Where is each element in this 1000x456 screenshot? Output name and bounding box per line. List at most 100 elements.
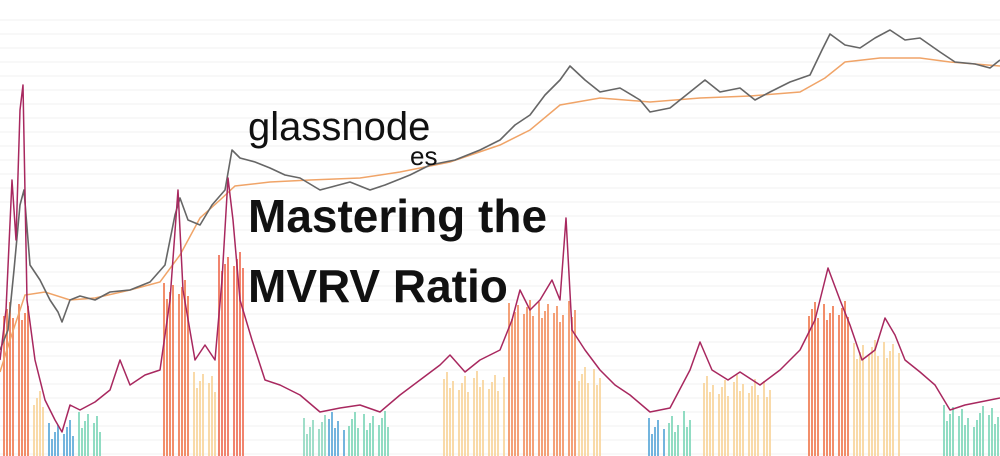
band-bar xyxy=(651,434,653,456)
band-bar xyxy=(599,378,601,456)
band-bar xyxy=(337,421,339,456)
band-bar xyxy=(387,427,389,456)
band-bar xyxy=(584,367,586,456)
band-bar xyxy=(334,428,336,456)
band-bar xyxy=(982,406,984,456)
band-bar xyxy=(578,381,580,456)
band-bar xyxy=(36,398,38,456)
band-bar xyxy=(718,394,720,456)
mvrv-line xyxy=(0,84,1000,433)
band-bar xyxy=(488,389,490,456)
band-bar xyxy=(482,380,484,456)
band-bar xyxy=(979,413,981,456)
band-bar xyxy=(706,376,708,456)
band-bar xyxy=(479,387,481,456)
title-line: Mastering the xyxy=(248,190,547,242)
band-bar xyxy=(99,432,101,456)
band-bar xyxy=(871,347,873,456)
band-bar xyxy=(721,387,723,456)
band-bar xyxy=(964,425,966,456)
band-bar xyxy=(178,294,180,456)
band-bar xyxy=(306,434,308,456)
band-bar xyxy=(48,423,50,456)
band-bar xyxy=(559,322,561,456)
band-bar xyxy=(63,434,65,456)
band-bar xyxy=(568,301,570,456)
band-bar xyxy=(467,392,469,456)
band-bar xyxy=(328,419,330,456)
band-bar xyxy=(683,411,685,456)
band-bar xyxy=(593,369,595,456)
band-bar xyxy=(751,386,753,456)
band-bar xyxy=(958,416,960,456)
band-bar xyxy=(727,396,729,456)
band-bar xyxy=(494,375,496,456)
realized-price-line xyxy=(0,57,1000,373)
band-bar xyxy=(381,418,383,456)
band-bar xyxy=(514,312,516,456)
band-bar xyxy=(309,427,311,456)
band-bar xyxy=(532,316,534,456)
logo-locale: es xyxy=(410,141,437,171)
band-bar xyxy=(671,416,673,456)
band-bar xyxy=(476,371,478,456)
band-bar xyxy=(757,395,759,456)
band-bar xyxy=(193,372,195,456)
band-bar xyxy=(967,418,969,456)
band-bar xyxy=(677,425,679,456)
band-bar xyxy=(9,302,11,456)
band-bar xyxy=(3,316,5,456)
band-bar xyxy=(892,344,894,456)
logo-brand: glassnode xyxy=(248,105,430,149)
band-bar xyxy=(172,285,174,456)
band-bar xyxy=(497,391,499,456)
band-bar xyxy=(21,320,23,456)
band-bar xyxy=(372,416,374,456)
band-bar xyxy=(452,381,454,456)
band-bar xyxy=(166,299,168,456)
band-bar xyxy=(24,313,26,456)
band-bar xyxy=(668,423,670,456)
band-bar xyxy=(973,427,975,456)
band-bar xyxy=(754,379,756,456)
band-bar xyxy=(473,378,475,456)
band-bar xyxy=(233,266,235,456)
band-bar xyxy=(712,385,714,456)
band-bar xyxy=(526,307,528,456)
band-bar xyxy=(199,381,201,456)
band-bar xyxy=(814,302,816,456)
band-bar xyxy=(503,377,505,456)
band-bar xyxy=(318,429,320,456)
band-bar xyxy=(832,306,834,456)
title-line: MVRV Ratio xyxy=(248,260,508,312)
band-bar xyxy=(446,372,448,456)
band-bar xyxy=(458,390,460,456)
band-bar xyxy=(763,381,765,456)
band-bar xyxy=(321,422,323,456)
band-bar xyxy=(811,309,813,456)
band-bar xyxy=(859,352,861,456)
band-bar xyxy=(461,383,463,456)
band-bar xyxy=(547,304,549,456)
band-bar xyxy=(78,412,80,456)
band-bar xyxy=(6,309,8,456)
band-bar xyxy=(739,391,741,456)
band-bar xyxy=(991,408,993,456)
band-bar xyxy=(224,264,226,456)
band-bar xyxy=(12,318,14,456)
band-bar xyxy=(18,304,20,456)
band-bar xyxy=(196,388,198,456)
band-bar xyxy=(93,423,95,456)
band-bar xyxy=(51,439,53,456)
band-bar xyxy=(57,425,59,456)
band-bar xyxy=(239,252,241,456)
band-bar xyxy=(378,425,380,456)
band-bar xyxy=(596,385,598,456)
band-bar xyxy=(72,436,74,456)
band-bar xyxy=(748,393,750,456)
band-bar xyxy=(829,313,831,456)
band-bar xyxy=(181,287,183,456)
band-bar xyxy=(69,420,71,456)
band-bar xyxy=(648,418,650,456)
